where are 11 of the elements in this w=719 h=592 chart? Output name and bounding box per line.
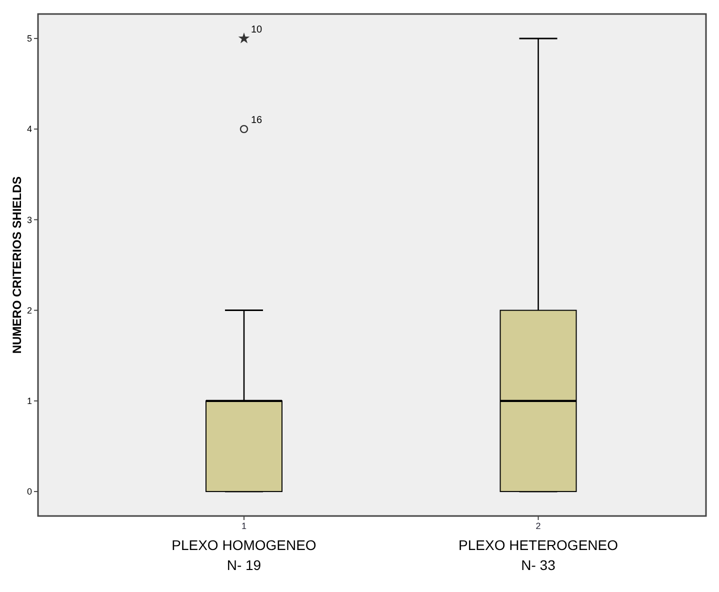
y-tick-label: 4	[26, 124, 32, 134]
annotation: 10	[250, 24, 263, 36]
y-tick-label: 2	[26, 305, 32, 316]
text: PLEXO HETEROGENEO N- 33	[458, 537, 618, 573]
y-tick-label: 0	[26, 486, 32, 497]
y-tick-label: 1	[26, 396, 32, 406]
annotation: 16	[250, 115, 263, 126]
y-axis-title: NUMERO CRITERIOS SHIELDS	[10, 176, 24, 354]
y-tick-label: 5	[26, 34, 32, 44]
y-tick-label: 3	[26, 214, 32, 225]
text: PLEXO HOMOGENEO N- 19	[172, 537, 316, 573]
